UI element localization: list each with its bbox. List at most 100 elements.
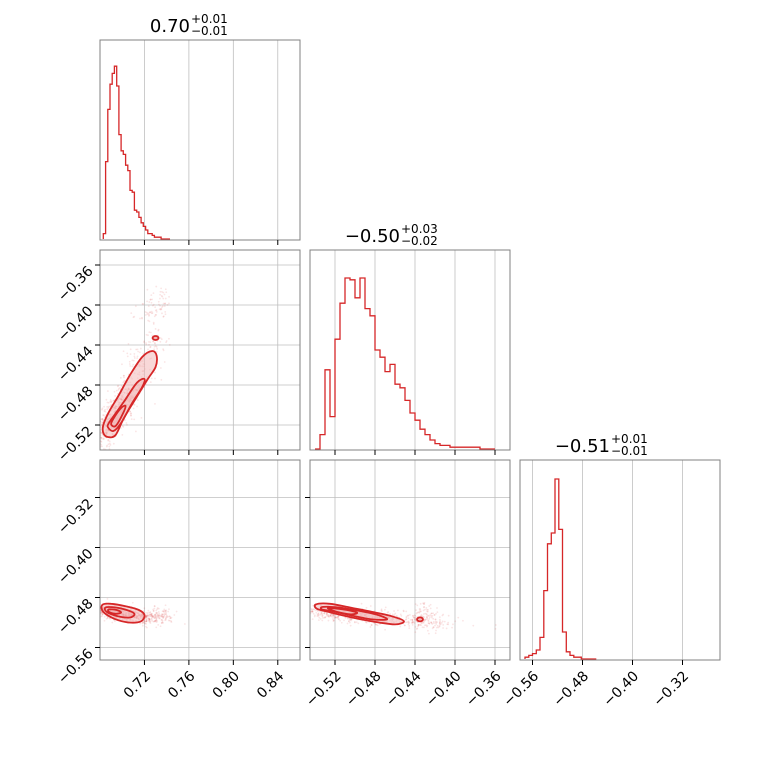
scatter-point xyxy=(164,302,167,305)
scatter-point xyxy=(126,352,129,355)
scatter-point xyxy=(436,607,438,609)
scatter-point xyxy=(94,614,96,616)
scatter-point xyxy=(374,623,377,625)
scatter-point xyxy=(302,606,304,608)
scatter-point xyxy=(95,459,97,461)
scatter-point xyxy=(148,618,151,621)
scatter-point xyxy=(213,607,215,609)
scatter-point xyxy=(408,627,411,630)
scatter-point xyxy=(151,615,154,618)
scatter-point xyxy=(145,620,148,623)
scatter-point xyxy=(451,626,453,629)
scatter-point xyxy=(155,619,158,622)
x-tick-label: 0.76 xyxy=(165,668,198,701)
x-tick-label: −0.52 xyxy=(303,668,345,710)
scatter-point xyxy=(153,607,156,610)
scatter-point xyxy=(421,615,424,618)
scatter-point xyxy=(143,620,146,622)
scatter-point xyxy=(240,608,242,610)
scatter-point xyxy=(156,615,159,618)
scatter-point xyxy=(123,380,125,383)
scatter-point xyxy=(411,621,414,624)
scatter-point xyxy=(438,624,441,627)
scatter-point xyxy=(161,295,164,298)
scatter-point xyxy=(144,620,147,623)
scatter-point xyxy=(95,451,97,453)
scatter-point xyxy=(156,607,159,609)
scatter-point xyxy=(447,621,450,624)
scatter-point xyxy=(123,419,126,422)
scatter-point xyxy=(141,624,144,627)
scatter-point xyxy=(130,414,132,417)
scatter-point xyxy=(323,612,326,615)
scatter-point xyxy=(133,418,136,421)
scatter-point xyxy=(296,615,298,617)
scatter-point xyxy=(304,603,306,605)
x-tick-label: −0.44 xyxy=(383,668,425,710)
scatter-point xyxy=(427,614,430,617)
scatter-point xyxy=(155,621,158,623)
panel-title-lower: −0.01 xyxy=(611,444,648,458)
scatter-point xyxy=(65,603,67,605)
scatter-point xyxy=(145,611,147,614)
scatter-point xyxy=(154,620,156,623)
scatter-point xyxy=(165,613,168,616)
scatter-point xyxy=(411,619,414,622)
scatter-point xyxy=(297,607,299,609)
scatter-point xyxy=(79,475,81,477)
scatter-point xyxy=(157,328,160,331)
scatter-point xyxy=(97,436,99,438)
scatter-point xyxy=(402,610,405,613)
scatter-point xyxy=(155,612,158,615)
scatter-point xyxy=(106,408,109,411)
scatter-point xyxy=(160,294,163,297)
scatter-point xyxy=(170,621,173,623)
scatter-point xyxy=(170,616,173,619)
scatter-point xyxy=(145,625,147,628)
scatter-point xyxy=(245,604,247,606)
scatter-point xyxy=(164,288,167,291)
scatter-point xyxy=(148,343,150,346)
scatter-point xyxy=(106,401,109,404)
scatter-point xyxy=(350,618,352,621)
scatter-point xyxy=(159,337,162,339)
scatter-point xyxy=(307,608,309,610)
scatter-point xyxy=(150,614,152,617)
scatter-point xyxy=(96,609,98,611)
scatter-point xyxy=(346,617,349,620)
scatter-point xyxy=(408,625,411,627)
scatter-point xyxy=(157,624,160,626)
scatter-point xyxy=(287,616,289,618)
scatter-point xyxy=(82,466,84,468)
scatter-point xyxy=(155,350,158,353)
scatter-point xyxy=(333,616,336,618)
scatter-point xyxy=(326,614,329,617)
scatter-point xyxy=(151,619,154,622)
scatter-point xyxy=(87,458,89,460)
scatter-point xyxy=(348,621,351,624)
scatter-point xyxy=(145,615,148,618)
scatter-point xyxy=(146,615,149,617)
scatter-point xyxy=(327,615,330,617)
scatter-point xyxy=(149,618,151,621)
scatter-point xyxy=(332,613,334,616)
scatter-point xyxy=(424,612,427,615)
scatter-point xyxy=(274,602,276,604)
scatter-point xyxy=(301,613,303,615)
panel-frame-1-0 xyxy=(99,249,301,451)
scatter-point xyxy=(157,615,160,618)
scatter-point xyxy=(155,617,158,620)
scatter-point xyxy=(110,401,112,404)
scatter-point xyxy=(427,614,429,617)
scatter-point xyxy=(160,338,163,341)
scatter-point xyxy=(259,610,261,612)
scatter-point xyxy=(97,606,99,608)
y-tick-label: −0.44 xyxy=(55,343,97,385)
scatter-point xyxy=(164,619,167,621)
grid-0-0 xyxy=(144,40,279,240)
scatter-point xyxy=(425,624,427,627)
scatter-point xyxy=(161,616,164,618)
scatter-point xyxy=(302,609,304,611)
scatter-point xyxy=(413,622,416,624)
scatter-point xyxy=(317,613,320,616)
